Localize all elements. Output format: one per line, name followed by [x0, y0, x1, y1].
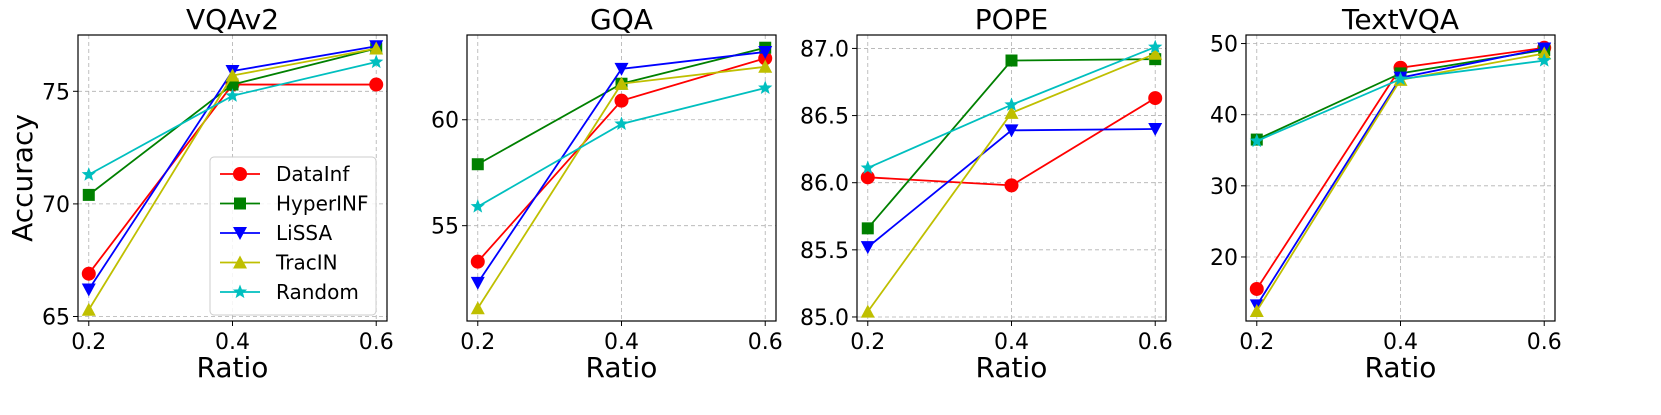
x-tick-label: 0.2: [850, 330, 885, 355]
data-point-random: [81, 167, 96, 181]
y-axis-label: Accuracy: [6, 114, 39, 242]
y-tick-label: 50: [1210, 33, 1238, 58]
legend-label: Random: [276, 280, 359, 304]
y-tick-label: 70: [42, 193, 70, 218]
data-point-hyperinf: [1005, 54, 1018, 67]
data-point-datainf: [1148, 91, 1163, 106]
x-tick-label: 0.4: [1383, 330, 1418, 355]
legend-marker-datainf: [233, 167, 247, 181]
legend-label: HyperINF: [276, 192, 368, 216]
legend-label: TracIN: [275, 251, 338, 275]
y-tick-label: 87.0: [800, 37, 849, 62]
data-point-tracin: [81, 302, 96, 316]
y-tick-label: 55: [431, 215, 459, 240]
x-tick-label: 0.4: [604, 330, 639, 355]
data-point-random: [860, 160, 875, 174]
data-point-lissa: [1004, 124, 1019, 138]
x-axis-label: Ratio: [586, 351, 658, 384]
chart-panel-gqa: 0.2 0.4 0.6 55 60 GQA Ratio: [431, 3, 783, 384]
y-tick-label: 85.0: [800, 306, 849, 331]
data-point-datainf: [470, 254, 485, 269]
chart-panel-pope: 0.2 0.4 0.6 85.0 85.5 86.0 86.5 87.0 POPE Ratio: [800, 3, 1173, 384]
legend-marker-hyperinf: [234, 197, 246, 210]
data-point-tracin: [1537, 46, 1552, 60]
data-point-tracin: [225, 68, 240, 82]
x-tick-label: 0.4: [994, 330, 1029, 355]
y-tick-label: 75: [42, 80, 70, 105]
chart-title: VQAv2: [186, 3, 279, 36]
y-tick-label: 20: [1210, 246, 1238, 271]
legend: DataInf HyperINF LiSSA TracIN Random: [209, 156, 377, 316]
y-tick-label: 86.0: [800, 172, 849, 197]
data-point-random: [1148, 39, 1163, 54]
legend-marker-random: [232, 284, 248, 299]
data-point-lissa: [860, 241, 875, 255]
data-point-lissa: [614, 62, 629, 76]
data-point-lissa: [758, 45, 773, 59]
x-axis-label: Ratio: [976, 351, 1048, 384]
data-point-random: [470, 199, 485, 213]
y-tick-label: 85.5: [800, 239, 849, 264]
data-point-lissa: [81, 283, 96, 297]
legend-marker-lissa: [233, 227, 247, 240]
y-tick-label: 40: [1210, 104, 1238, 129]
data-point-random: [369, 54, 384, 69]
data-point-datainf: [614, 93, 629, 108]
data-point-tracin: [369, 41, 384, 55]
data-point-datainf: [1249, 281, 1264, 296]
data-point-tracin: [1148, 46, 1163, 60]
y-tick-label: 86.5: [800, 105, 849, 130]
x-axis-label: Ratio: [197, 351, 269, 384]
x-tick-label: 0.6: [1527, 330, 1562, 355]
chart-panel-textvqa: 0.2 0.4 0.6 20 30 40 50 TextVQA Ratio: [1210, 3, 1562, 384]
chart-title: TextVQA: [1341, 3, 1459, 36]
data-point-tracin: [758, 59, 773, 73]
x-tick-label: 0.4: [215, 330, 250, 355]
legend-marker-tracin: [233, 255, 247, 269]
data-point-random: [1537, 53, 1552, 67]
data-point-random: [225, 88, 240, 102]
y-tick-label: 65: [42, 305, 70, 330]
data-point-datainf: [369, 77, 384, 92]
data-point-lissa: [470, 276, 485, 290]
x-tick-label: 0.6: [359, 330, 394, 355]
data-point-tracin: [860, 304, 875, 318]
data-point-datainf: [1004, 178, 1019, 193]
data-point-tracin: [470, 301, 485, 315]
data-point-hyperinf: [471, 158, 484, 171]
chart-panel-vqav2: 0.2 0.4 0.6 65 70 75 VQAv2 Ratio Accuracy DataInf…: [6, 3, 394, 384]
data-point-tracin: [1249, 304, 1264, 318]
data-point-random: [1249, 133, 1264, 148]
data-point-hyperinf: [861, 222, 874, 235]
legend-label: DataInf: [276, 162, 350, 186]
legend-label: LiSSA: [276, 221, 332, 245]
x-tick-label: 0.2: [71, 330, 106, 355]
data-point-tracin: [1004, 105, 1019, 119]
data-point-tracin: [614, 76, 629, 90]
data-point-hyperinf: [82, 188, 95, 201]
chart-title: POPE: [975, 3, 1049, 36]
data-point-datainf: [81, 266, 96, 281]
data-point-random: [758, 80, 773, 95]
data-point-random: [614, 116, 629, 131]
y-tick-label: 60: [431, 109, 459, 134]
y-tick-label: 30: [1210, 175, 1238, 200]
x-tick-label: 0.6: [748, 330, 783, 355]
data-point-datainf: [860, 170, 875, 185]
x-axis-label: Ratio: [1365, 351, 1437, 384]
data-point-random: [1004, 97, 1019, 111]
x-tick-label: 0.2: [1239, 330, 1274, 355]
x-tick-label: 0.6: [1138, 330, 1173, 355]
data-point-lissa: [1148, 122, 1163, 136]
chart-title: GQA: [590, 3, 653, 36]
legend-box: [209, 156, 377, 316]
data-point-random: [1393, 71, 1408, 86]
x-tick-label: 0.2: [460, 330, 495, 355]
